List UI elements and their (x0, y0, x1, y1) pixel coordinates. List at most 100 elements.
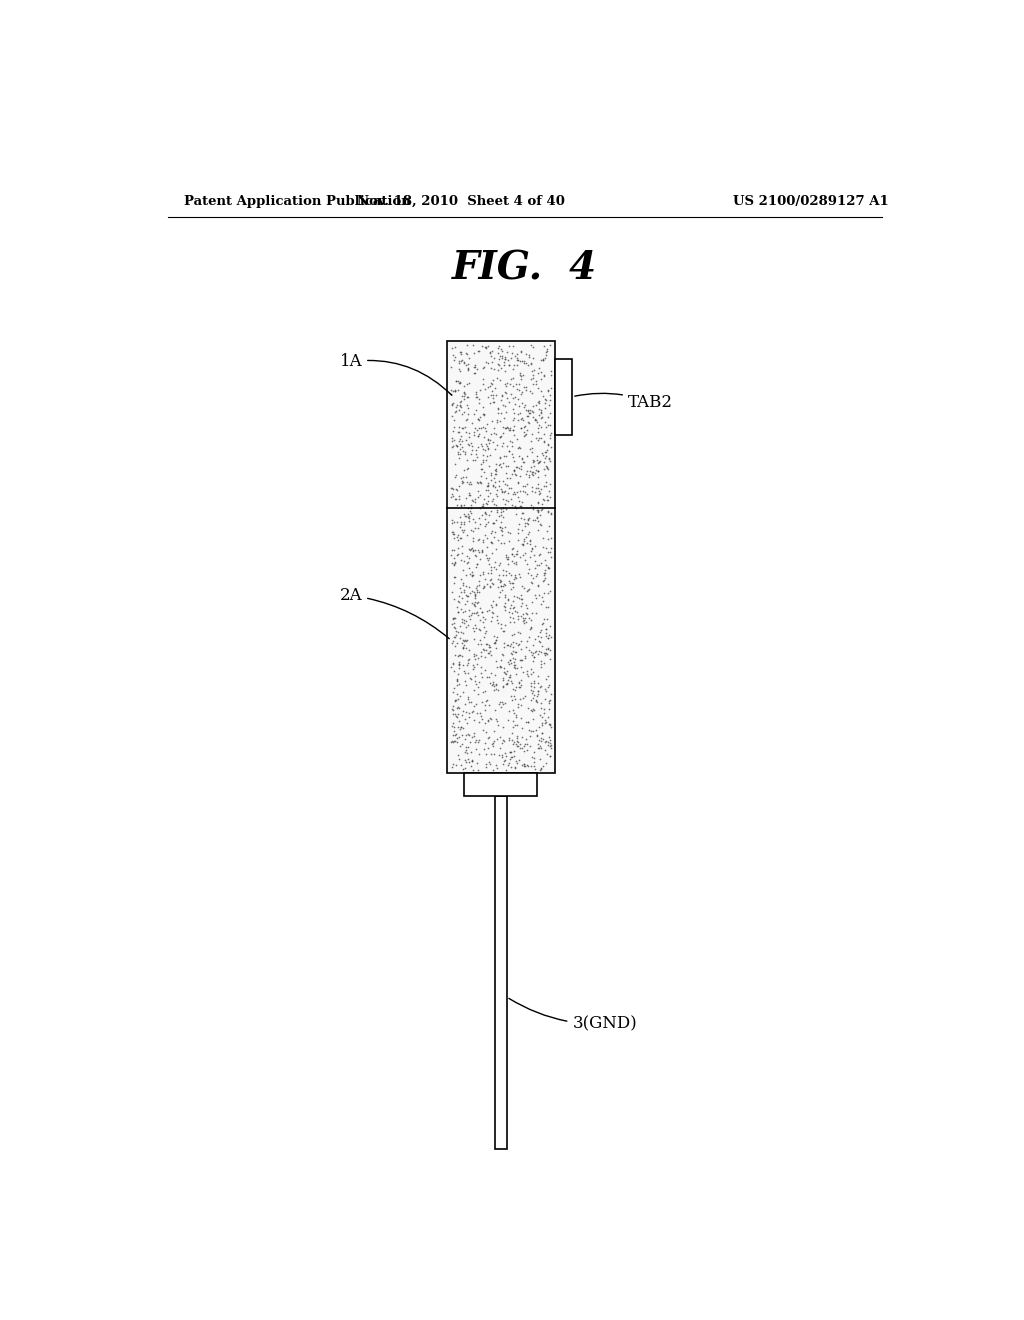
Point (471, 528, 487, 549)
Point (460, 498, 476, 519)
Point (484, 384, 501, 405)
Point (477, 338, 494, 359)
Point (542, 487, 558, 508)
Point (463, 503, 479, 524)
Point (454, 733, 470, 754)
Point (494, 579, 510, 601)
Point (468, 387, 484, 408)
Point (501, 562, 517, 583)
Point (529, 554, 546, 576)
Point (520, 523, 537, 544)
Point (528, 685, 545, 706)
Point (468, 673, 484, 694)
Point (520, 558, 537, 579)
Point (471, 582, 487, 603)
Point (528, 689, 545, 710)
Point (483, 709, 500, 730)
Point (496, 453, 512, 474)
Point (444, 479, 461, 500)
Point (537, 465, 553, 486)
Point (521, 578, 538, 599)
Point (506, 651, 522, 672)
Point (464, 727, 480, 748)
Point (485, 432, 502, 453)
Point (527, 409, 544, 430)
Point (534, 586, 550, 607)
Point (525, 671, 542, 692)
Point (499, 388, 515, 409)
Point (486, 422, 503, 444)
Point (509, 457, 525, 478)
Point (519, 739, 536, 760)
Point (505, 636, 521, 657)
Point (451, 697, 467, 718)
Point (531, 715, 548, 737)
Point (458, 751, 474, 772)
Point (517, 647, 534, 668)
Point (450, 537, 466, 558)
Point (500, 755, 516, 776)
Point (493, 570, 509, 591)
Point (530, 544, 547, 565)
Point (503, 488, 519, 510)
Point (452, 577, 468, 598)
Point (517, 543, 534, 564)
Point (444, 730, 461, 751)
Point (529, 417, 546, 438)
Point (450, 704, 466, 725)
Point (540, 638, 556, 659)
Point (532, 380, 549, 401)
Point (525, 742, 542, 763)
Point (519, 418, 536, 440)
Point (480, 512, 497, 533)
Point (522, 572, 539, 593)
Point (473, 642, 489, 663)
Point (534, 479, 550, 500)
Point (469, 437, 485, 458)
Point (520, 412, 537, 433)
Point (538, 597, 554, 618)
Point (507, 601, 523, 622)
Point (505, 731, 521, 752)
Point (477, 449, 494, 470)
Point (507, 642, 523, 663)
Point (477, 700, 494, 721)
Point (543, 437, 559, 458)
Point (536, 582, 552, 603)
Point (487, 630, 504, 651)
Point (516, 756, 532, 777)
Point (529, 672, 546, 693)
Point (457, 671, 473, 692)
Point (484, 733, 501, 754)
Point (461, 422, 477, 444)
Point (489, 715, 506, 737)
Point (465, 421, 481, 442)
Point (472, 471, 488, 492)
Point (469, 581, 485, 602)
Point (460, 663, 476, 684)
Text: Patent Application Publication: Patent Application Publication (183, 194, 411, 207)
Point (454, 755, 470, 776)
Point (507, 657, 523, 678)
Point (503, 384, 519, 405)
Point (450, 669, 466, 690)
Point (542, 450, 558, 471)
Point (444, 653, 461, 675)
Point (462, 667, 478, 688)
Point (471, 417, 487, 438)
Point (490, 348, 507, 370)
Point (512, 708, 528, 729)
Point (523, 700, 540, 721)
Point (476, 503, 493, 524)
Point (509, 473, 525, 494)
Point (455, 638, 471, 659)
Point (454, 704, 470, 725)
Point (443, 356, 460, 378)
Point (464, 564, 480, 585)
Point (490, 680, 507, 701)
Point (460, 737, 476, 758)
Point (459, 743, 475, 764)
Point (515, 603, 531, 624)
Point (506, 685, 522, 706)
Point (539, 341, 555, 362)
